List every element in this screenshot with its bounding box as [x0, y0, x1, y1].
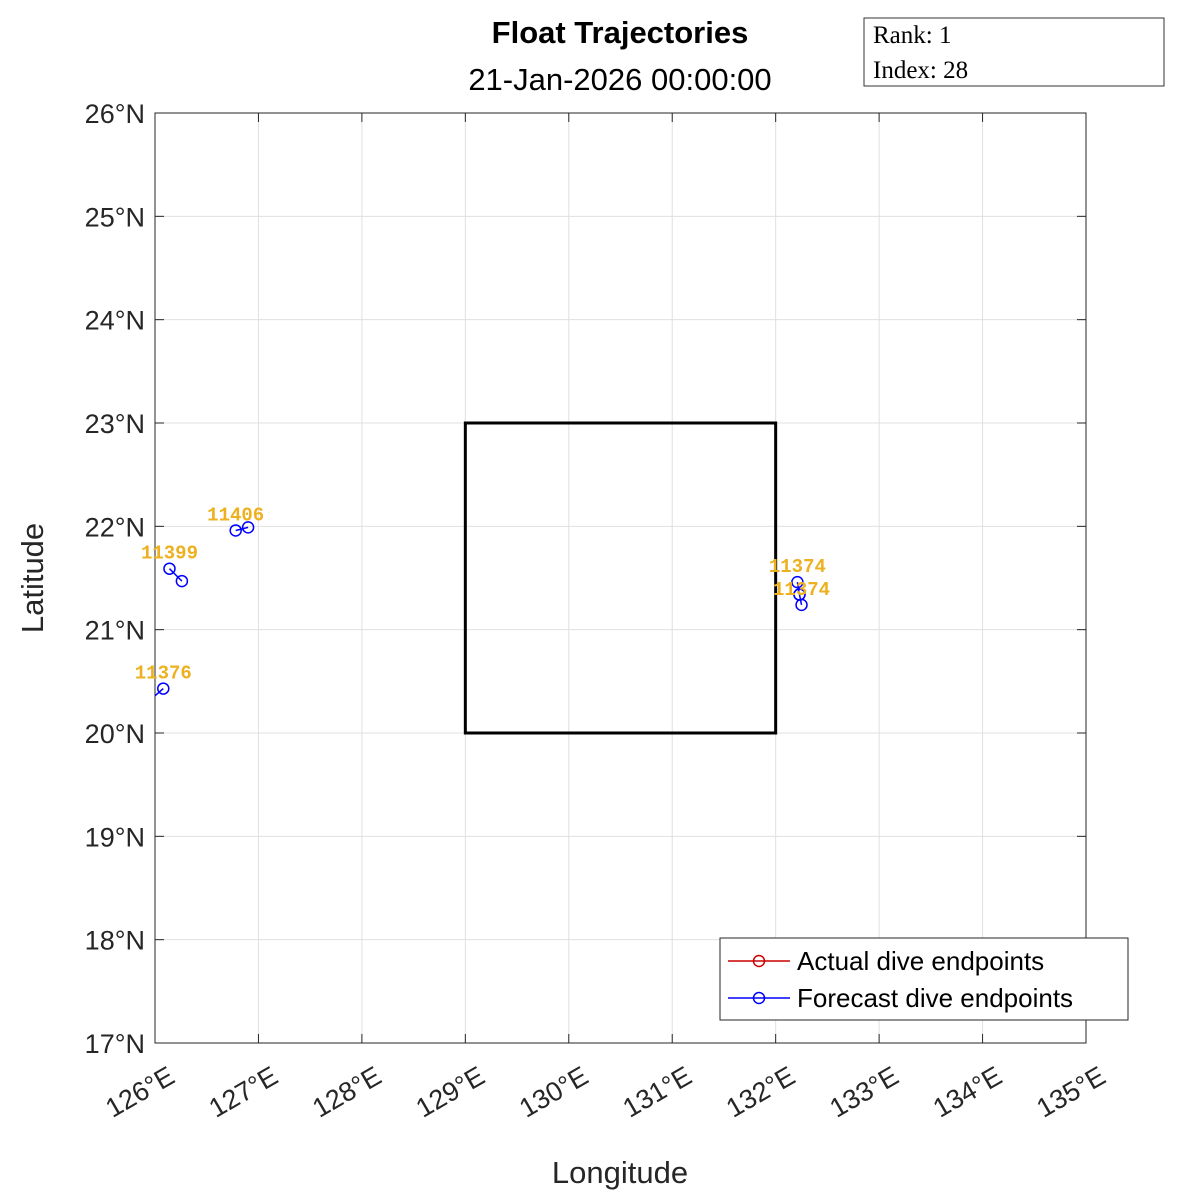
x-tick-label: 128°E [307, 1061, 386, 1124]
x-axis-label: Longitude [552, 1155, 688, 1190]
endpoint [157, 682, 170, 695]
y-tick-label: 17°N [85, 1029, 145, 1059]
legend-box [719, 937, 1129, 1021]
y-tick-label: 20°N [85, 719, 145, 749]
float-label: 11406 [207, 504, 264, 526]
trajectory [168, 568, 183, 582]
endpoint [229, 524, 242, 537]
x-tick-label: 134°E [928, 1061, 1007, 1124]
legend-label: Actual dive endpoints [797, 946, 1044, 976]
x-tick-label: 133°E [825, 1061, 904, 1124]
trajectory [796, 582, 801, 595]
chart-subtitle: 21-Jan-2026 00:00:00 [468, 62, 771, 97]
info-index: Index: 28 [873, 57, 968, 84]
endpoint [163, 562, 176, 575]
y-tick-label: 22°N [85, 512, 145, 542]
x-tick-label: 130°E [514, 1061, 593, 1124]
float-label: 11374 [773, 579, 830, 601]
endpoint [175, 574, 189, 588]
legend-label: Forecast dive endpoints [797, 983, 1073, 1013]
y-tick-label: 23°N [85, 409, 145, 439]
y-tick-label: 21°N [85, 616, 145, 646]
float-label: 11376 [135, 663, 192, 685]
y-tick-label: 24°N [85, 306, 145, 336]
plot-area [142, 421, 808, 735]
y-axis-label: Latitude [15, 523, 50, 633]
legend-marker [752, 954, 766, 968]
y-tick-label: 18°N [85, 926, 145, 956]
endpoint [142, 697, 153, 708]
endpoint [241, 521, 255, 534]
region-box [463, 421, 778, 735]
trajectory [235, 526, 249, 532]
info-rank: Rank: 1 [873, 22, 951, 49]
endpoint [791, 575, 804, 589]
x-tick-label: 129°E [411, 1061, 490, 1124]
axes-box [154, 112, 1087, 1044]
float-label: 11399 [141, 543, 198, 565]
y-tick-label: 25°N [85, 202, 145, 232]
y-tick-label: 19°N [85, 822, 145, 852]
info-box [863, 17, 1165, 87]
x-tick-label: 132°E [721, 1061, 800, 1124]
x-tick-label: 135°E [1031, 1061, 1110, 1124]
chart-title: Float Trajectories [492, 15, 749, 50]
x-tick-label: 131°E [618, 1061, 697, 1124]
x-tick-label: 126°E [100, 1061, 179, 1124]
float-label: 11374 [769, 556, 826, 578]
y-tick-label: 26°N [85, 99, 145, 129]
legend-marker [752, 991, 766, 1005]
trajectory [155, 687, 164, 697]
endpoint [793, 588, 806, 601]
x-tick-label: 127°E [204, 1061, 283, 1124]
